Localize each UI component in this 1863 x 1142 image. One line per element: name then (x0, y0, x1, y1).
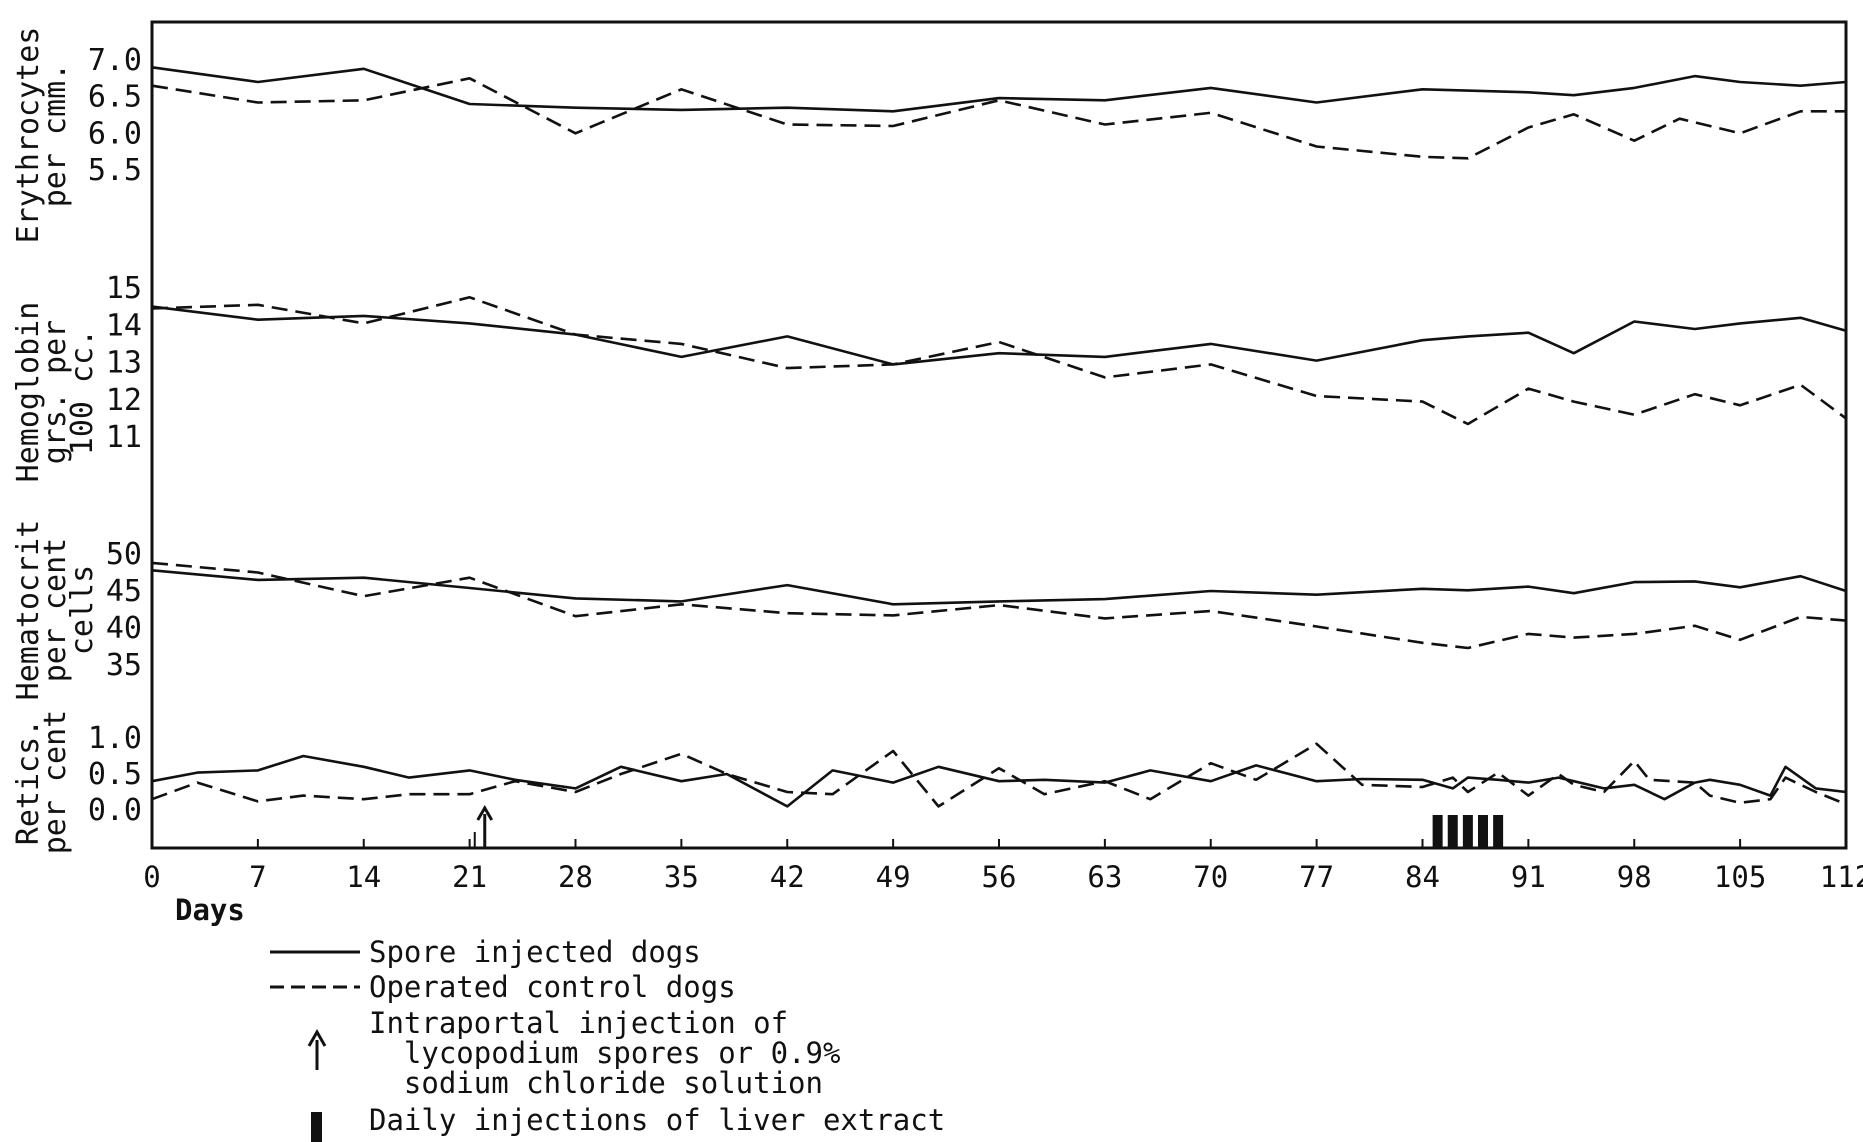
erythrocytes-control-line (151, 77, 1846, 160)
chart-panels: Erythrocytesper cmm. 7.06.56.05.5 Hemoglob… (11, 27, 1847, 855)
x-tick-label: 63 (1087, 860, 1122, 894)
legend: Spore injected dogs Operated control dog… (270, 935, 945, 1142)
hematocrit-tick-label: 40 (106, 611, 142, 646)
liver-extract-bar-marker (1493, 815, 1504, 848)
hematocrit-axis-title-line: cells (65, 565, 100, 655)
erythrocytes-axis-title-line: Erythrocytes (11, 27, 46, 244)
retics-axis-title-line: Retics. (11, 719, 46, 845)
liver-extract-bar-marker (1432, 815, 1443, 848)
legend-dashed-label: Operated control dogs (369, 970, 736, 1004)
retics-axis-title-line: per cent (38, 710, 73, 855)
hematocrit-control-line (151, 561, 1847, 650)
hemoglobin-axis-title-line: Hemoglobin (11, 302, 46, 483)
hemoglobin-control-line (151, 295, 1847, 426)
legend-arrow-icon (307, 1028, 327, 1070)
hemoglobin-tick-label: 13 (106, 346, 142, 381)
hematocrit-axis-title: Hematocritper centcells (11, 520, 100, 701)
hematocrit-tick-label: 35 (106, 648, 142, 683)
hematocrit-axis-title-line: per cent (38, 538, 73, 683)
legend-bar-icon (311, 1112, 322, 1142)
erythrocytes-axis-title-line: per cmm. (38, 63, 73, 208)
hemoglobin-tick-label: 12 (106, 383, 142, 418)
hemoglobin-axis-title-line: grs. per (38, 320, 73, 465)
liver-extract-bar-marker (1478, 815, 1488, 848)
legend-arrow-label-2: lycopodium spores or 0.9% (369, 1036, 840, 1070)
retics-tick-label: 0.5 (88, 757, 142, 792)
x-tick-label: 42 (770, 860, 805, 894)
x-tick-label: 14 (346, 860, 381, 894)
hematocrit-spore-line (151, 569, 1847, 606)
retics-axis-title: Retics.per cent (11, 710, 73, 855)
x-axis-title: Days (175, 893, 245, 927)
erythrocytes-tick-label: 6.0 (88, 116, 142, 151)
liver-extract-bar-marker (1462, 815, 1473, 848)
erythrocytes-tick-label: 7.0 (88, 43, 142, 78)
x-tick-label: 91 (1511, 860, 1546, 894)
plot-frame (150, 20, 1848, 850)
x-tick-label: 105 (1714, 860, 1766, 894)
hemoglobin-axis-title: Hemoglobingrs. per100 cc. (11, 302, 100, 483)
x-tick-label: 98 (1617, 860, 1652, 894)
erythrocytes-spore-line (151, 66, 1847, 113)
legend-arrow-label-3: sodium chloride solution (369, 1066, 823, 1100)
retics-spore-line (151, 754, 1847, 808)
retics-control-line (151, 742, 1847, 808)
hematocrit-tick-label: 50 (106, 537, 142, 572)
hemoglobin-spore-line (151, 305, 1847, 366)
retics-tick-label: 1.0 (88, 721, 142, 756)
hemoglobin-tick-label: 15 (106, 271, 142, 306)
erythrocytes-axis-title: Erythrocytesper cmm. (11, 27, 73, 244)
liver-extract-bar-marker (1447, 815, 1458, 848)
x-tick-label: 112 (1820, 860, 1863, 894)
hemoglobin-axis-title-line: 100 cc. (65, 329, 100, 455)
x-tick-label: 84 (1405, 860, 1440, 894)
legend-solid-label: Spore injected dogs (369, 935, 701, 969)
x-tick-label: 77 (1299, 860, 1334, 894)
x-tick-label: 35 (664, 860, 699, 894)
erythrocytes-tick-label: 6.5 (88, 80, 142, 115)
x-axis: 0 7 14 21 28 35 42 49 56 63 70 77 84 91 98 105 112 Days (143, 839, 1863, 927)
x-tick-label: 7 (249, 860, 266, 894)
x-tick-label: 56 (982, 860, 1017, 894)
x-tick-label: 21 (452, 860, 487, 894)
x-tick-label: 28 (558, 860, 593, 894)
hematocrit-tick-label: 45 (106, 574, 142, 609)
hemoglobin-tick-label: 11 (106, 420, 142, 455)
retics-tick-label: 0.0 (88, 793, 142, 828)
x-tick-label: 49 (876, 860, 911, 894)
legend-bar-label: Daily injections of liver extract (369, 1103, 945, 1137)
injection-markers (473, 805, 1504, 848)
legend-arrow-label-1: Intraportal injection of (369, 1006, 788, 1040)
x-tick-label: 0 (143, 860, 160, 894)
erythrocytes-tick-label: 5.5 (88, 153, 142, 188)
injection-arrow-marker (473, 805, 494, 848)
erythrocytes-panel: Erythrocytesper cmm. 7.06.56.05.5 (11, 27, 1847, 244)
hemoglobin-tick-label: 14 (106, 308, 142, 343)
hematocrit-axis-title-line: Hematocrit (11, 520, 46, 701)
retics-panel: Retics.per cent 1.00.50.0 (11, 710, 1847, 855)
x-tick-label: 70 (1193, 860, 1228, 894)
